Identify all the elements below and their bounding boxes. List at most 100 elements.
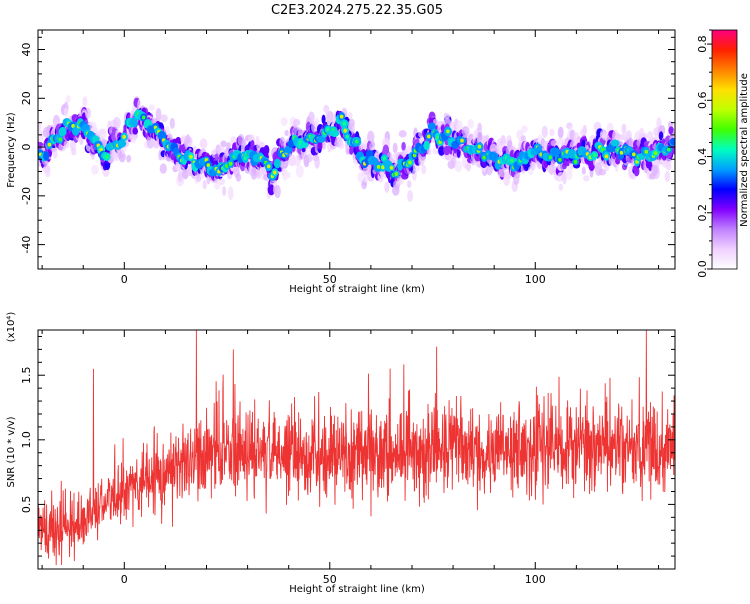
spectrogram-cell	[266, 164, 271, 169]
spectrogram-cell	[557, 126, 564, 139]
spectrogram-cell	[91, 164, 99, 175]
spectrogram-cell	[52, 149, 58, 159]
spectrogram-cell	[558, 183, 564, 191]
spectrogram-cell	[263, 144, 270, 155]
spectrogram-cell	[632, 152, 636, 157]
spectrogram-cell	[288, 154, 296, 167]
spectrogram-cell	[189, 154, 193, 159]
spectrogram-cell	[443, 112, 451, 120]
spectrogram-cell	[548, 155, 553, 160]
spectrogram-x-tick-label: 100	[525, 273, 546, 286]
spectrogram-cell	[160, 114, 168, 122]
spectrogram-cell	[421, 164, 427, 175]
snr-line-layer	[38, 330, 675, 566]
spectrogram-cell	[349, 146, 354, 155]
spectrogram-cell	[218, 178, 226, 186]
spectrogram-cell	[323, 104, 330, 114]
spectrogram-cell	[566, 166, 573, 181]
spectrogram-cell	[530, 159, 536, 171]
spectrogram-cell	[664, 170, 671, 182]
spectrogram-y-tick-label: -40	[20, 236, 33, 254]
spectrogram-cell	[321, 114, 326, 125]
colorbar-tick-label: 0.6	[696, 92, 709, 110]
spectrogram-cell	[354, 139, 359, 144]
spectrogram-cell	[510, 158, 514, 163]
spectrogram-cell	[427, 122, 436, 130]
snr-panel: 0 50 100 0.5 1.0 1.5 Height of straight line…	[6, 312, 676, 595]
spectrogram-cell	[220, 140, 227, 148]
spectrogram-cell	[610, 139, 620, 147]
spectrogram-cell	[317, 141, 324, 150]
spectrogram-cell	[446, 129, 450, 134]
spectrogram-cell	[454, 160, 463, 173]
spectrogram-y-tick-label: 20	[20, 91, 33, 105]
spectrogram-cell	[401, 141, 406, 151]
spectrogram-cell	[466, 162, 471, 172]
snr-frame	[37, 329, 676, 570]
spectrogram-cell	[267, 184, 276, 196]
spectrogram-cell	[666, 147, 671, 152]
spectrogram-cell	[367, 130, 375, 145]
spectrogram-cell	[515, 172, 521, 179]
spectrogram-cell	[345, 134, 349, 139]
spectrogram-cell	[58, 126, 67, 137]
colorbar-label: Normalized spectral amplitude	[739, 73, 750, 227]
spectrogram-cell	[284, 129, 289, 137]
spectrogram-cell	[45, 166, 51, 178]
spectrogram-cell	[169, 117, 175, 129]
spectrogram-cell	[308, 111, 315, 124]
spectrogram-cell	[47, 142, 52, 147]
spectrogram-cell	[307, 153, 313, 163]
spectrogram-cell	[653, 151, 658, 156]
spectrogram-cell	[604, 154, 609, 159]
spectrogram-cell	[491, 152, 499, 162]
spectrogram-x-label: Height of straight line (km)	[289, 284, 425, 295]
spectrogram-cell	[384, 181, 390, 193]
spectrogram-cell	[394, 171, 399, 176]
spectrogram-cell	[671, 145, 675, 155]
spectrogram-cell	[592, 153, 597, 158]
snr-y-multiplier: (x10⁴)	[6, 312, 17, 343]
spectrogram-cell	[381, 165, 385, 170]
spectrogram-cell	[113, 116, 121, 130]
spectrogram-cell	[159, 163, 167, 174]
spectrogram-cell	[362, 139, 368, 152]
spectrogram-cell	[562, 170, 567, 185]
spectrogram-cell	[274, 184, 281, 199]
spectrogram-cell	[573, 159, 578, 164]
spectrogram-x-tick-label: 0	[121, 273, 128, 286]
spectrogram-cell	[330, 129, 340, 138]
spectrogram-cell	[541, 125, 548, 138]
spectrogram-cell	[155, 107, 162, 122]
spectrogram-cell	[126, 154, 132, 163]
spectrogram-cell	[650, 164, 659, 176]
snr-y-tick-label: 1.0	[20, 431, 33, 449]
spectrogram-cell	[122, 134, 126, 139]
snr-y-ticks: 0.5 1.0 1.5	[20, 335, 675, 570]
spectrogram-cell	[583, 175, 590, 182]
spectrogram-cell	[214, 182, 221, 190]
spectrogram-cell	[621, 123, 627, 135]
spectrogram-panel: 0 50 100 -40 -20 0 20 40 Height of straight li…	[6, 29, 676, 295]
spectrogram-cell	[339, 114, 344, 119]
spectrogram-cell	[38, 129, 45, 143]
spectrogram-cell	[99, 128, 107, 142]
spectrogram-cell	[43, 151, 50, 161]
spectrogram-cell	[581, 166, 586, 175]
snr-x-label: Height of straight line (km)	[289, 584, 425, 595]
spectrogram-y-tick-label: 40	[20, 43, 33, 57]
spectrogram-cell	[365, 150, 374, 158]
snr-x-tick-label: 100	[525, 573, 546, 586]
spectrogram-cell	[314, 155, 320, 169]
spectrogram-cell	[389, 165, 394, 170]
spectrogram-cell	[228, 161, 233, 166]
spectrogram-cell	[407, 180, 412, 189]
spectrogram-y-tick-label: -20	[20, 187, 33, 205]
spectrogram-y-tick-label: 0	[20, 144, 33, 151]
spectrogram-cell	[177, 170, 183, 182]
spectrogram-cell	[348, 118, 355, 128]
spectrogram-cell	[280, 117, 288, 126]
spectrogram-cell	[338, 141, 345, 150]
spectrogram-cell	[71, 147, 77, 156]
